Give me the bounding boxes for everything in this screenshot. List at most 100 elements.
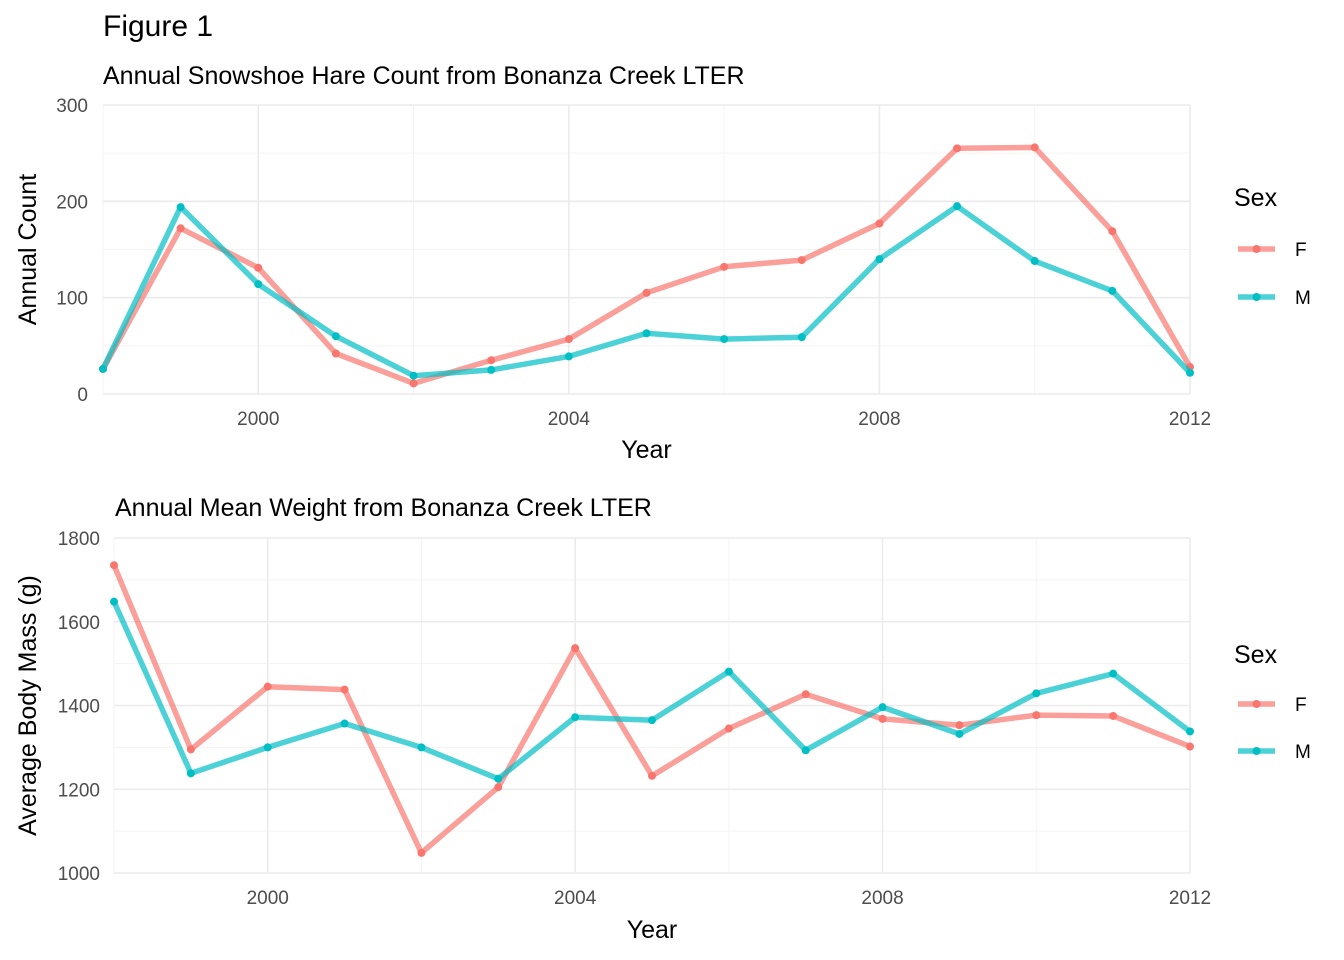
data-point-F — [797, 256, 806, 265]
data-point-F — [1109, 711, 1118, 720]
data-point-M — [176, 203, 185, 212]
data-point-F — [340, 685, 349, 694]
x-axis-label: Year — [627, 916, 678, 944]
data-point-M — [340, 719, 349, 728]
y-axis-label: Average Body Mass (g) — [14, 575, 42, 836]
x-tick-label: 2008 — [858, 409, 900, 430]
x-tick-label: 2000 — [247, 888, 289, 909]
series-line-F — [100, 144, 1193, 387]
data-point-M — [1032, 689, 1041, 698]
data-point-M — [254, 280, 263, 289]
data-point-M — [571, 713, 580, 722]
chart-title: Annual Snowshoe Hare Count from Bonanza … — [103, 62, 745, 90]
x-tick-label: 2004 — [548, 409, 591, 430]
legend-title: Sex — [1234, 641, 1278, 669]
series-line-F — [111, 564, 1192, 856]
y-axis-label: Annual Count — [14, 174, 42, 326]
data-point-M — [487, 365, 496, 374]
data-point-F — [409, 379, 418, 388]
legend-label-M: M — [1295, 742, 1311, 763]
data-point-M — [1186, 727, 1194, 736]
data-point-F — [953, 144, 962, 153]
y-tick-label: 1400 — [58, 697, 100, 718]
data-point-M — [494, 774, 503, 783]
x-tick-label: 2004 — [554, 888, 597, 909]
data-point-F — [1032, 711, 1041, 720]
data-point-M — [801, 746, 810, 755]
data-point-F — [254, 263, 263, 272]
data-point-F — [878, 714, 887, 723]
data-point-F — [331, 349, 340, 358]
data-point-M — [642, 329, 651, 338]
legend: Sex F M — [1234, 641, 1311, 763]
data-point-F — [720, 262, 729, 271]
x-tick-label: 2012 — [1169, 888, 1211, 909]
data-point-F — [1108, 227, 1117, 236]
data-point-M — [186, 769, 195, 778]
data-point-M — [953, 202, 962, 211]
x-tick-label: 2000 — [237, 409, 279, 430]
y-tick-label: 1800 — [58, 529, 100, 550]
data-point-M — [875, 255, 884, 264]
data-point-M — [99, 364, 107, 373]
data-point-M — [648, 716, 656, 725]
data-point-F — [487, 356, 496, 365]
y-tick-label: 0 — [77, 385, 88, 406]
data-point-M — [263, 743, 272, 752]
figure-title: Figure 1 — [103, 10, 214, 43]
legend-marker-M — [1252, 293, 1261, 301]
data-point-M — [797, 333, 806, 342]
data-point-F — [724, 724, 733, 733]
data-point-M — [1186, 368, 1194, 377]
y-tick-label: 1600 — [58, 613, 100, 634]
legend: Sex F M — [1234, 184, 1311, 309]
data-point-F — [1030, 143, 1039, 152]
data-point-M — [1109, 669, 1118, 678]
data-point-M — [955, 729, 964, 738]
data-point-F — [875, 219, 884, 228]
legend-label-M: M — [1295, 288, 1311, 309]
data-point-F — [564, 335, 573, 344]
data-point-M — [878, 703, 887, 712]
legend-title: Sex — [1234, 184, 1278, 212]
data-point-M — [409, 371, 418, 380]
data-point-F — [494, 783, 503, 792]
data-point-F — [955, 721, 964, 730]
y-tick-label: 1200 — [58, 780, 100, 801]
y-tick-label: 100 — [56, 289, 88, 310]
y-tick-label: 1000 — [58, 864, 100, 885]
data-point-F — [571, 644, 580, 653]
data-point-M — [417, 743, 426, 752]
data-point-M — [331, 332, 340, 341]
data-point-F — [186, 745, 195, 754]
data-point-M — [724, 667, 733, 676]
legend-marker-F — [1252, 245, 1261, 253]
x-axis-label: Year — [621, 436, 672, 464]
data-point-M — [1108, 286, 1117, 295]
data-point-F — [263, 682, 272, 691]
data-point-F — [110, 561, 118, 570]
data-point-F — [1186, 742, 1194, 751]
data-point-F — [642, 288, 651, 297]
legend-marker-M — [1252, 747, 1261, 755]
data-point-M — [720, 335, 729, 344]
data-point-F — [801, 690, 810, 699]
series-line-M — [111, 600, 1192, 782]
data-point-M — [1030, 257, 1039, 266]
x-tick-label: 2008 — [861, 888, 903, 909]
data-point-F — [648, 771, 656, 780]
panel-1: 2000 2004 2008 2012 0 100 200 300 Annual Snowsho… — [14, 62, 1311, 464]
data-point-F — [417, 848, 426, 857]
y-tick-label: 200 — [56, 192, 88, 213]
data-point-M — [110, 597, 118, 606]
legend-marker-F — [1252, 700, 1261, 708]
y-tick-label: 300 — [56, 96, 88, 117]
panel-2: 2000 2004 2008 2012 1000 1200 1400 1600 1800 Annu… — [14, 494, 1311, 944]
data-point-M — [564, 352, 573, 361]
x-tick-label: 2012 — [1169, 409, 1211, 430]
legend-label-F: F — [1295, 695, 1307, 716]
legend-label-F: F — [1295, 240, 1307, 261]
data-point-F — [176, 224, 185, 233]
chart-title: Annual Mean Weight from Bonanza Creek LT… — [115, 494, 652, 522]
